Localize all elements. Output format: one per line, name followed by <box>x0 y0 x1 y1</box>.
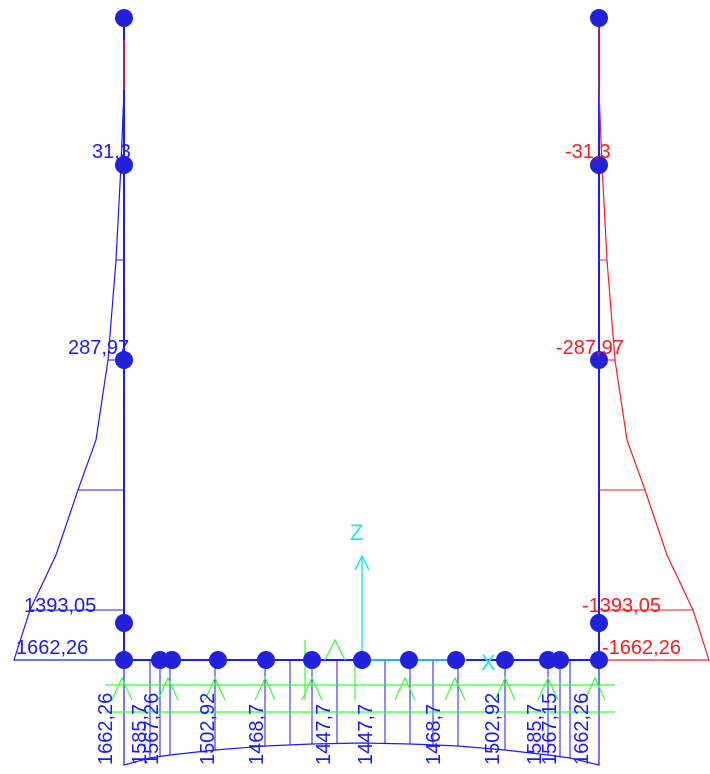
node-16 <box>400 651 418 669</box>
node-4 <box>115 651 133 669</box>
node-3 <box>115 614 133 632</box>
beam-diagram-outline <box>123 660 600 766</box>
beam-label-1: 1585,7 <box>129 704 151 765</box>
beam-label-4: 1468,7 <box>246 704 268 765</box>
node-8 <box>590 614 608 632</box>
node-9 <box>590 651 608 669</box>
beam-local-axes-markers <box>105 638 615 713</box>
frame-nodes <box>115 9 608 669</box>
node-11 <box>163 651 181 669</box>
left-label-1: 31,3 <box>92 141 131 163</box>
beam-label-2: 1567,26 <box>141 693 163 765</box>
beam-label-11: 1662,26 <box>571 693 593 765</box>
left-label-2: 287,97 <box>68 337 129 359</box>
right-column-diagram-outline <box>598 18 710 661</box>
beam-label-7: 1468,7 <box>423 704 445 765</box>
node-13 <box>257 651 275 669</box>
beam-label-8: 1502,92 <box>482 693 504 765</box>
right-label-1: -31,3 <box>565 141 611 163</box>
beam-label-9: 1585,7 <box>524 704 546 765</box>
node-5 <box>590 9 608 27</box>
left-label-3: 1393,05 <box>24 595 96 617</box>
node-7 <box>590 351 608 369</box>
left-label-4: 1662,26 <box>16 637 88 659</box>
node-0 <box>115 9 133 27</box>
node-17 <box>447 651 465 669</box>
beam-label-6: 1447,7 <box>355 704 377 765</box>
node-12 <box>209 651 227 669</box>
node-20 <box>551 651 569 669</box>
global-axes <box>354 554 468 668</box>
beam-label-5: 1447,7 <box>313 704 335 765</box>
right-label-4: -1662,26 <box>602 637 681 659</box>
node-1 <box>115 156 133 174</box>
left-column-diagram-outline <box>13 18 125 661</box>
beam-label-10: 1567,15 <box>539 693 561 765</box>
node-2 <box>115 351 133 369</box>
node-18 <box>496 651 514 669</box>
x-axis-label: X <box>481 650 496 675</box>
beam-label-0: 1662,26 <box>95 693 117 765</box>
beam-label-3: 1502,92 <box>197 693 219 765</box>
node-6 <box>590 156 608 174</box>
right-label-3: -1393,05 <box>582 595 661 617</box>
z-axis-label: Z <box>350 520 363 545</box>
node-15 <box>353 651 371 669</box>
beam-diagram-dividers <box>149 660 571 758</box>
right-label-2: -287,97 <box>556 337 624 359</box>
node-14 <box>303 651 321 669</box>
